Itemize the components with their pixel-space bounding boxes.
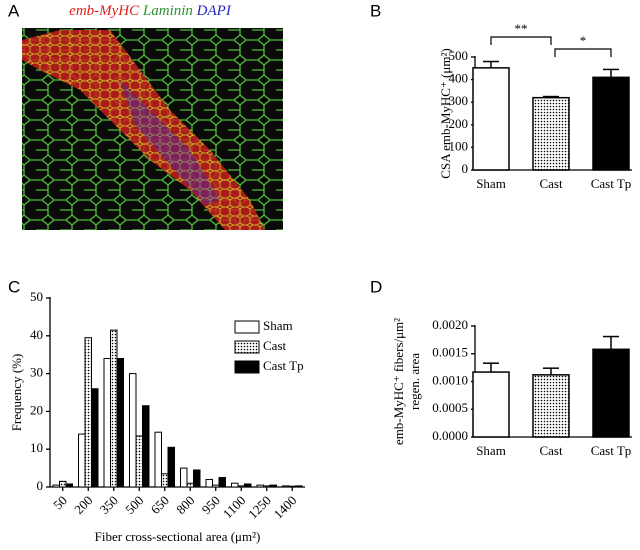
y-tick-label: 10 xyxy=(30,440,43,455)
bar xyxy=(116,357,124,488)
significance-label: ** xyxy=(515,21,528,36)
x-tick-label: 950 xyxy=(199,493,223,517)
x-tick-label: 650 xyxy=(148,493,172,517)
y-axis-label: Frequency (%) xyxy=(9,354,24,432)
bar xyxy=(282,485,290,488)
y-tick-label: 50 xyxy=(30,289,43,304)
bar xyxy=(110,329,118,488)
legend-swatch xyxy=(234,320,260,334)
y-tick-label: 500 xyxy=(449,48,469,63)
panel-label: C xyxy=(8,277,20,296)
bar xyxy=(135,435,143,488)
bar xyxy=(218,477,226,488)
bar xyxy=(84,337,92,488)
bar xyxy=(180,467,188,488)
legend-label: Cast Tp xyxy=(263,358,304,373)
panel-label: B xyxy=(370,1,381,20)
y-tick-label: 0 xyxy=(37,478,44,493)
stain-label: emb-MyHC xyxy=(69,3,140,19)
y-tick-label: 200 xyxy=(449,116,469,131)
x-tick-label: Cast Tp xyxy=(591,176,632,191)
bar xyxy=(186,482,194,488)
bar xyxy=(592,348,630,438)
y-tick-label: 100 xyxy=(449,138,469,153)
bar xyxy=(592,76,630,171)
x-tick-label: Sham xyxy=(476,443,506,458)
regenerating-region xyxy=(22,30,265,230)
y-tick-label: 0.0015 xyxy=(432,345,468,360)
legend-label: Cast xyxy=(263,338,287,353)
x-tick-label: Cast xyxy=(539,443,563,458)
x-tick-label: 200 xyxy=(71,493,95,517)
bar xyxy=(472,67,510,171)
legend-swatch xyxy=(234,360,260,374)
stain-label: DAPI xyxy=(196,3,232,19)
x-tick-label: Sham xyxy=(476,176,506,191)
x-tick-label: 500 xyxy=(122,493,146,517)
bar xyxy=(205,478,213,488)
bar xyxy=(161,473,169,488)
y-axis-label: regen. area xyxy=(407,353,422,410)
y-axis-label: CSA emb-MyHC⁺ (μm²) xyxy=(438,48,453,178)
bar xyxy=(288,485,296,488)
bar xyxy=(256,484,264,488)
stain-label: Laminin xyxy=(142,3,193,19)
bar xyxy=(244,483,252,488)
bar xyxy=(212,484,220,488)
bar xyxy=(52,484,60,488)
x-tick-label: 350 xyxy=(97,493,121,517)
bar xyxy=(167,446,175,488)
bar xyxy=(91,388,99,488)
bar xyxy=(231,482,239,488)
legend-swatch xyxy=(234,340,260,354)
x-tick-label: Cast Tp xyxy=(591,443,632,458)
y-tick-label: 40 xyxy=(30,327,43,342)
image-title: emb-MyHC Laminin DAPI xyxy=(69,3,232,19)
y-tick-label: 0.0010 xyxy=(432,372,468,387)
x-tick-label: 1400 xyxy=(270,493,299,522)
x-tick-label: Cast xyxy=(539,176,563,191)
bar xyxy=(532,96,570,171)
x-tick-label: 800 xyxy=(173,493,197,517)
bar xyxy=(263,485,271,488)
y-tick-label: 30 xyxy=(30,365,43,380)
x-tick-label: 1100 xyxy=(220,493,249,522)
significance-bracket xyxy=(490,36,552,45)
y-tick-label: 20 xyxy=(30,402,43,417)
x-axis-label: Fiber cross-sectional area (μm²) xyxy=(95,529,261,544)
significance-label: * xyxy=(580,33,587,48)
panel-label: D xyxy=(370,277,382,296)
bar xyxy=(65,483,73,488)
bar xyxy=(142,405,150,488)
y-tick-label: 0.0020 xyxy=(432,317,468,332)
y-tick-label: 0.0000 xyxy=(432,428,468,443)
y-tick-label: 400 xyxy=(449,71,469,86)
nuclei-region xyxy=(120,80,220,205)
y-axis-label: emb-MyHC⁺ fibers/μm² xyxy=(391,318,406,445)
bar xyxy=(237,485,245,488)
y-tick-label: 0.0005 xyxy=(432,400,468,415)
bar xyxy=(78,433,86,488)
panel-label: A xyxy=(8,1,20,20)
bar xyxy=(295,485,303,488)
significance-bracket xyxy=(554,48,612,57)
y-tick-label: 0 xyxy=(462,161,469,176)
bar xyxy=(59,480,67,488)
bar xyxy=(103,357,111,488)
x-tick-label: 1250 xyxy=(245,493,274,522)
legend-label: Sham xyxy=(263,318,293,333)
bar xyxy=(532,374,570,438)
bar xyxy=(193,469,201,488)
bar xyxy=(129,373,137,488)
bar xyxy=(154,431,162,488)
bar xyxy=(472,371,510,438)
panel-a: A emb-MyHC Laminin DAPI xyxy=(8,1,283,230)
y-tick-label: 300 xyxy=(449,93,469,108)
x-tick-label: 50 xyxy=(50,493,70,513)
bar xyxy=(269,484,277,488)
